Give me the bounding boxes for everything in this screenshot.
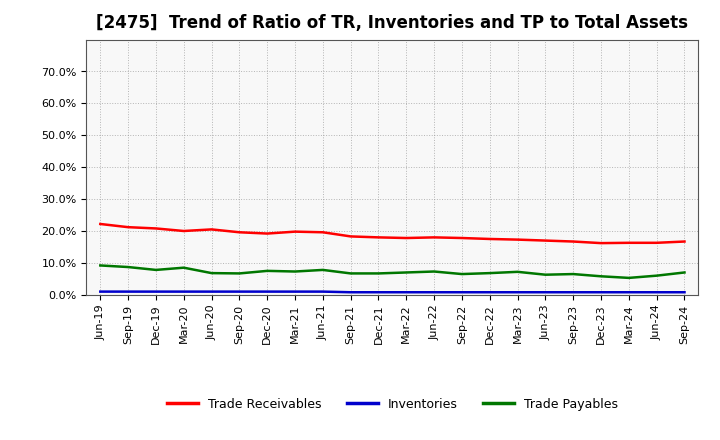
Trade Payables xyxy=(96,263,104,268)
Trade Receivables xyxy=(207,227,216,232)
Trade Payables xyxy=(124,264,132,270)
Trade Payables xyxy=(513,269,522,275)
Inventories xyxy=(318,289,327,294)
Inventories xyxy=(569,290,577,295)
Legend: Trade Receivables, Inventories, Trade Payables: Trade Receivables, Inventories, Trade Pa… xyxy=(162,393,623,416)
Trade Receivables xyxy=(485,236,494,242)
Trade Payables xyxy=(680,270,689,275)
Trade Receivables xyxy=(597,241,606,246)
Trade Receivables xyxy=(263,231,271,236)
Inventories xyxy=(652,290,661,295)
Trade Receivables xyxy=(458,235,467,241)
Trade Receivables xyxy=(235,230,243,235)
Trade Payables xyxy=(402,270,410,275)
Trade Receivables xyxy=(680,239,689,244)
Trade Receivables xyxy=(569,239,577,244)
Trade Receivables xyxy=(152,226,161,231)
Trade Payables xyxy=(207,271,216,276)
Inventories xyxy=(430,290,438,295)
Trade Payables xyxy=(652,273,661,279)
Inventories xyxy=(346,290,355,295)
Trade Payables xyxy=(430,269,438,274)
Trade Receivables xyxy=(179,228,188,234)
Inventories xyxy=(179,289,188,294)
Trade Payables xyxy=(458,271,467,277)
Trade Receivables xyxy=(96,221,104,227)
Trade Payables xyxy=(179,265,188,270)
Trade Receivables xyxy=(291,229,300,234)
Trade Payables xyxy=(318,267,327,272)
Trade Receivables xyxy=(402,235,410,241)
Inventories xyxy=(124,289,132,294)
Inventories xyxy=(485,290,494,295)
Trade Receivables xyxy=(513,237,522,242)
Inventories xyxy=(458,290,467,295)
Inventories xyxy=(207,289,216,294)
Trade Payables xyxy=(597,274,606,279)
Trade Receivables xyxy=(124,224,132,230)
Inventories xyxy=(402,290,410,295)
Inventories xyxy=(374,290,383,295)
Trade Receivables xyxy=(624,240,633,246)
Trade Payables xyxy=(541,272,550,277)
Trade Payables xyxy=(374,271,383,276)
Trade Payables xyxy=(263,268,271,274)
Inventories xyxy=(680,290,689,295)
Trade Payables xyxy=(624,275,633,281)
Inventories xyxy=(541,290,550,295)
Trade Receivables xyxy=(346,234,355,239)
Inventories xyxy=(624,290,633,295)
Trade Receivables xyxy=(430,235,438,240)
Trade Payables xyxy=(569,271,577,277)
Line: Trade Receivables: Trade Receivables xyxy=(100,224,685,243)
Inventories xyxy=(291,289,300,294)
Inventories xyxy=(235,289,243,294)
Inventories xyxy=(263,289,271,294)
Trade Receivables xyxy=(318,230,327,235)
Trade Receivables xyxy=(374,235,383,240)
Inventories xyxy=(152,289,161,294)
Trade Receivables xyxy=(541,238,550,243)
Title: [2475]  Trend of Ratio of TR, Inventories and TP to Total Assets: [2475] Trend of Ratio of TR, Inventories… xyxy=(96,15,688,33)
Line: Trade Payables: Trade Payables xyxy=(100,265,685,278)
Trade Payables xyxy=(152,267,161,272)
Trade Payables xyxy=(291,269,300,274)
Inventories xyxy=(96,289,104,294)
Inventories xyxy=(513,290,522,295)
Inventories xyxy=(597,290,606,295)
Trade Receivables xyxy=(652,240,661,246)
Trade Payables xyxy=(485,271,494,276)
Trade Payables xyxy=(235,271,243,276)
Trade Payables xyxy=(346,271,355,276)
